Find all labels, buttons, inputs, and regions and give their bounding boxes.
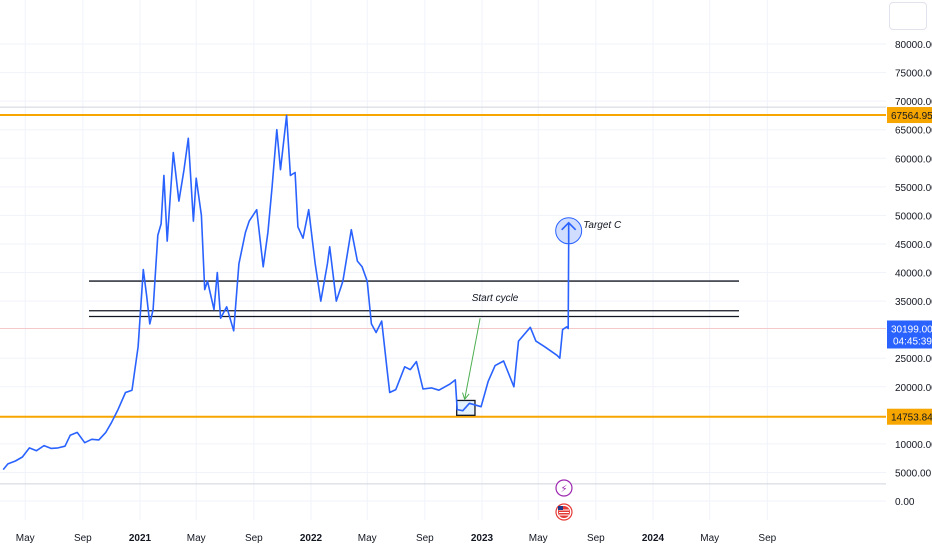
y-tick-label: 65000.00	[895, 126, 932, 137]
horizontal-lines	[0, 114, 886, 418]
y-tick-label: 60000.00	[895, 154, 932, 165]
y-tick-label: 40000.00	[895, 269, 932, 280]
y-tick-label: 35000.00	[895, 297, 932, 308]
y-tick-label: 55000.00	[895, 183, 932, 194]
target-up-arrow-icon	[561, 221, 577, 239]
x-tick-label: Sep	[758, 533, 776, 544]
us-flag-icon-canton	[557, 506, 563, 510]
y-tick-label: 70000.00	[895, 97, 932, 108]
last-price-countdown: 04:45:39	[893, 336, 932, 347]
target-c-label: Target C	[583, 220, 622, 231]
y-tick-label: 25000.00	[895, 354, 932, 365]
annotation-layer: Start cycle Target C ⚡	[462, 217, 622, 521]
axis-layer: 80000.00 75000.00 70000.00 65000.00 60000.00…	[16, 40, 932, 544]
x-tick-label: May	[358, 533, 377, 544]
x-tick-label: 2023	[471, 533, 494, 544]
x-tick-label: May	[700, 533, 719, 544]
y-tick-label: 80000.00	[895, 40, 932, 51]
x-tick-label: Sep	[245, 533, 263, 544]
last-price-badge-bg	[887, 320, 932, 349]
resistance-top-badge-label: 67564.95	[891, 111, 932, 122]
chart-settings-button[interactable]	[889, 2, 927, 30]
x-tick-label: May	[16, 533, 35, 544]
grid-layer	[0, 0, 886, 520]
x-tick-label: May	[529, 533, 548, 544]
x-tick-label: Sep	[587, 533, 605, 544]
lightning-icon-glyph: ⚡	[560, 484, 567, 495]
start-cycle-label: Start cycle	[472, 293, 519, 304]
support-bottom-badge-label: 14753.84	[891, 413, 932, 424]
y-tick-label: 5000.00	[895, 468, 932, 479]
y-tick-label: 50000.00	[895, 211, 932, 222]
y-tick-label: 10000.00	[895, 440, 932, 451]
y-tick-label: 20000.00	[895, 383, 932, 394]
resistance-top-badge-bg	[887, 107, 932, 124]
y-tick-label: 45000.00	[895, 240, 932, 251]
x-tick-label: 2021	[129, 533, 152, 544]
price-series-line	[2, 114, 570, 471]
x-tick-label: Sep	[74, 533, 92, 544]
lightning-icon-ring	[555, 479, 573, 497]
support-bottom-badge: 14753.84	[887, 408, 932, 425]
resistance-top-badge: 67564.95	[887, 107, 932, 124]
x-tick-label: May	[187, 533, 206, 544]
start-cycle-arrow-head	[462, 392, 470, 401]
lightning-icon: ⚡	[555, 479, 573, 497]
support-bottom-badge-bg	[887, 408, 932, 425]
start-cycle-arrow	[464, 318, 481, 400]
series-layer	[2, 114, 570, 471]
x-tick-label: 2024	[642, 533, 665, 544]
y-tick-label: 75000.00	[895, 69, 932, 80]
x-tick-label: Sep	[416, 533, 434, 544]
us-flag-icon	[555, 503, 573, 521]
last-price-value: 30199.00	[891, 324, 932, 335]
y-tick-label: 0.00	[895, 497, 915, 508]
x-tick-label: 2022	[300, 533, 323, 544]
